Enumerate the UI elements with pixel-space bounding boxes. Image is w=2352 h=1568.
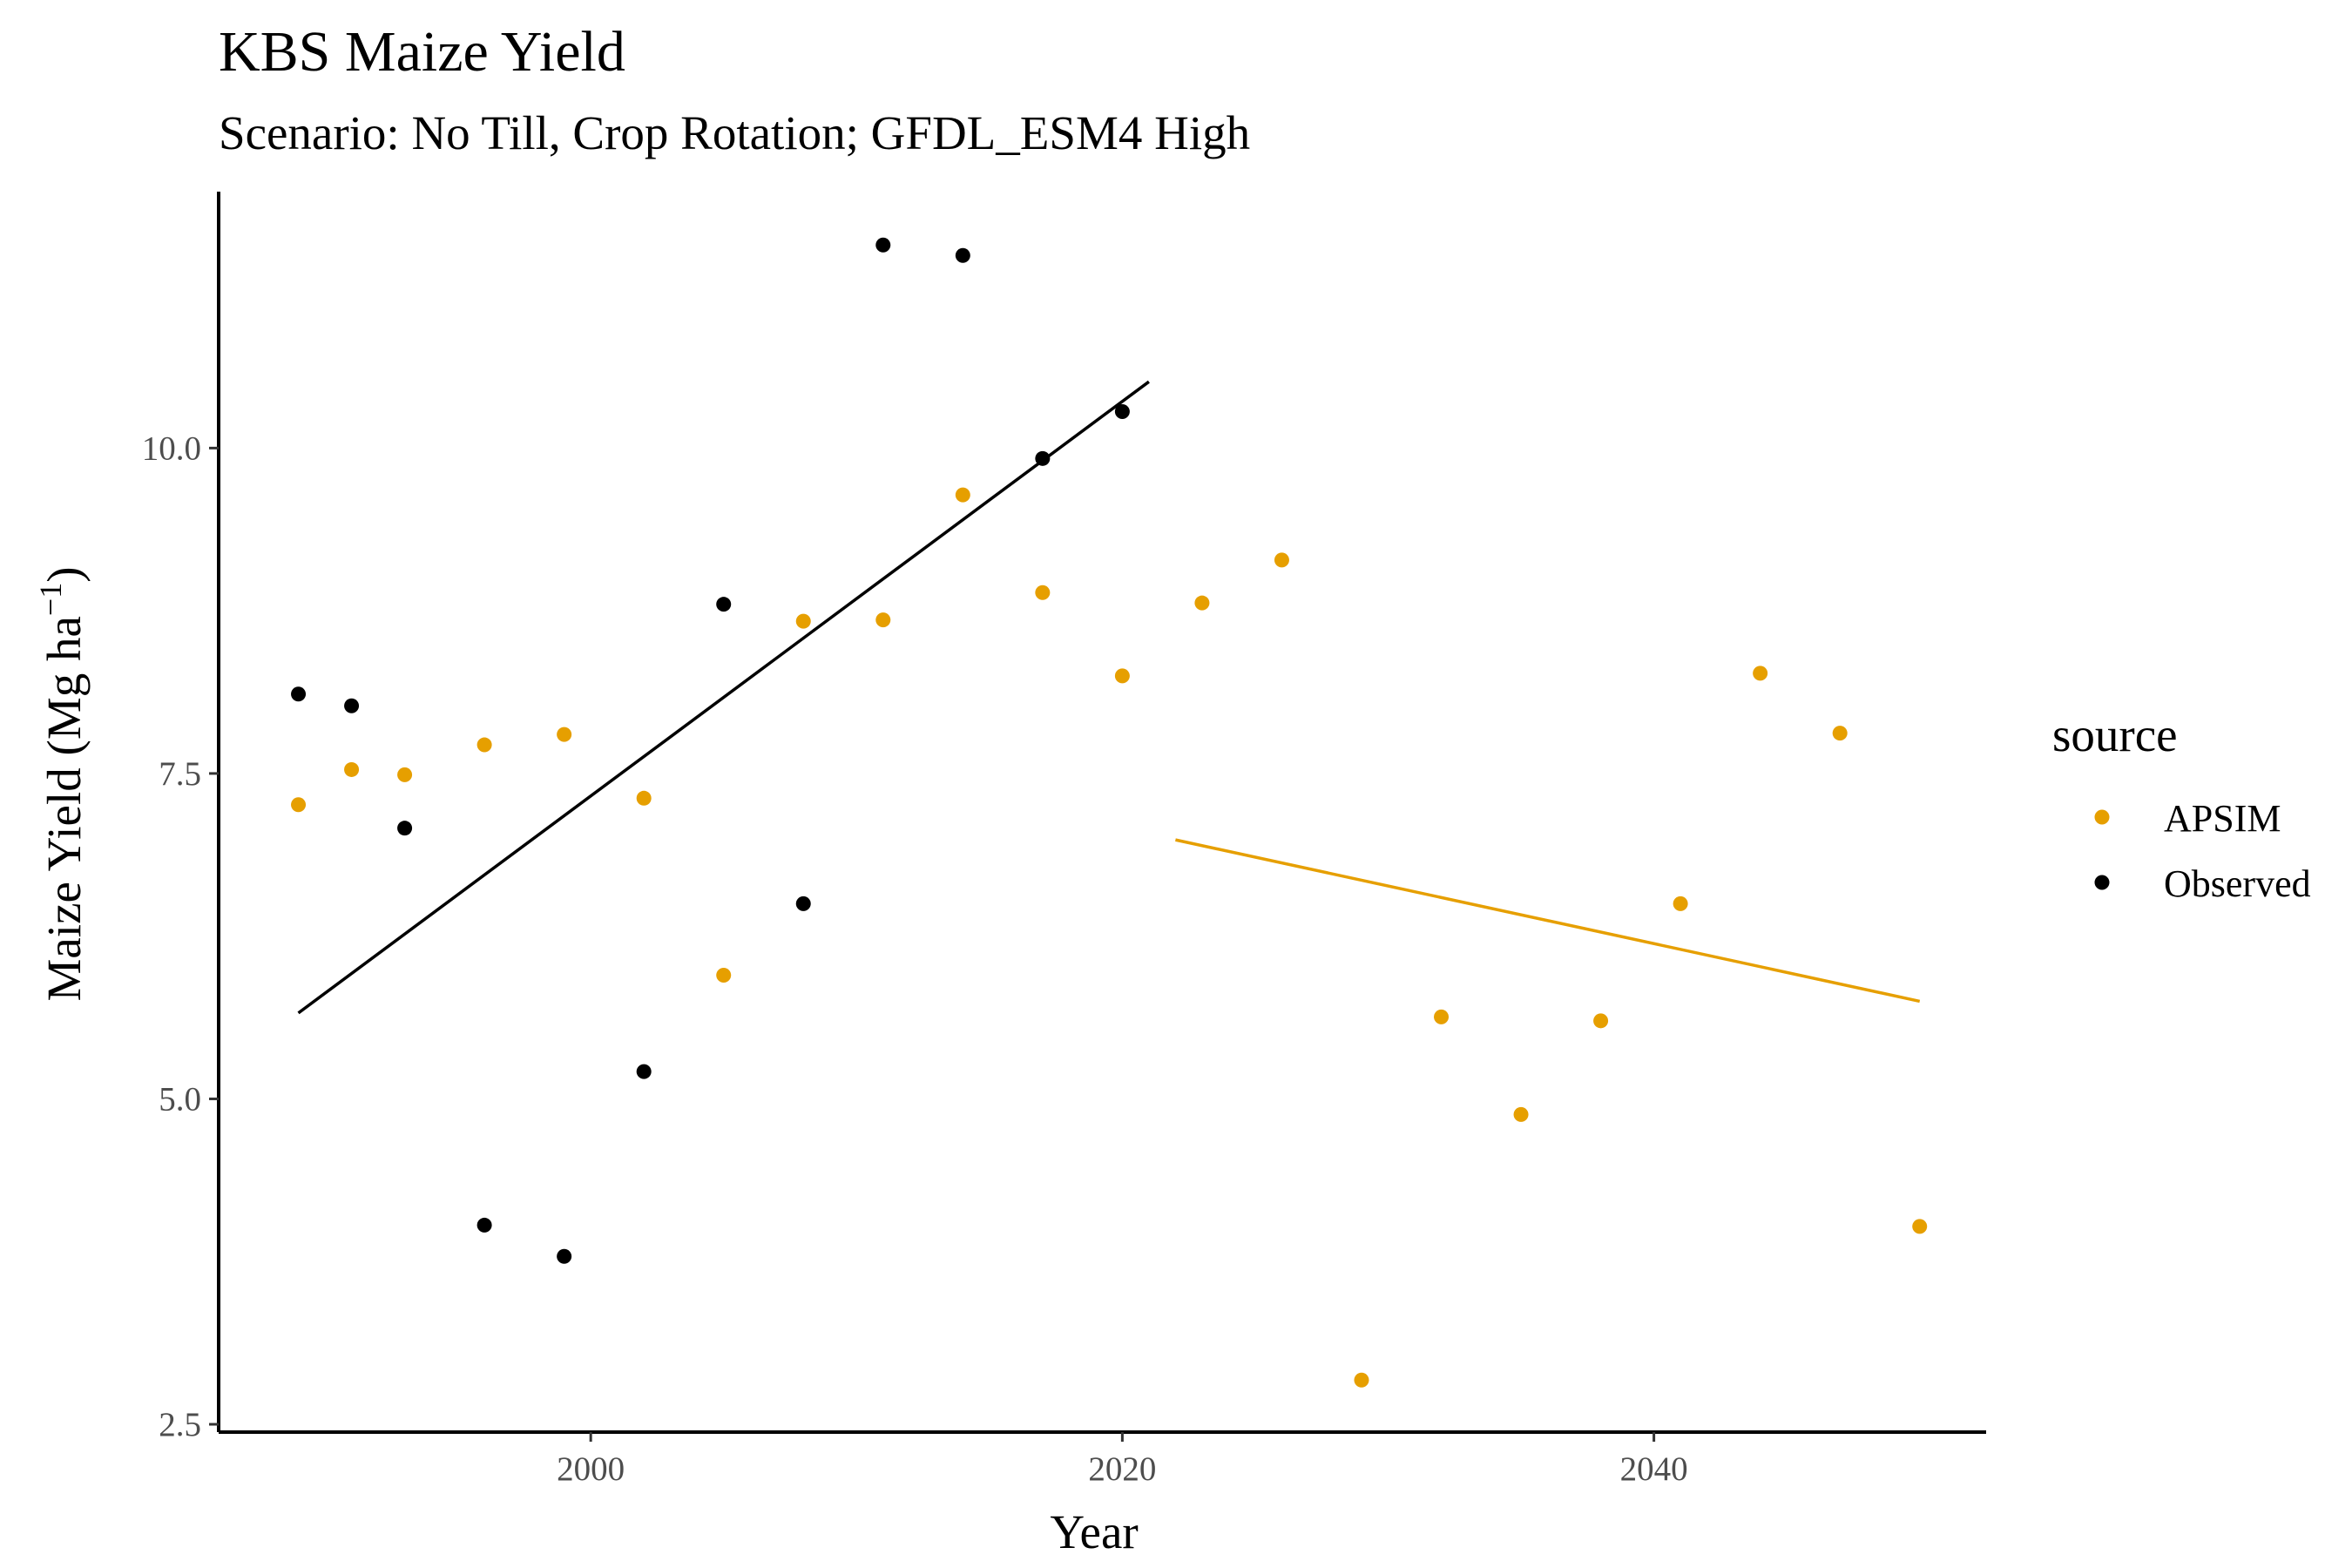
y-axis-title-superscript: −1	[33, 583, 68, 616]
apsim-point	[1593, 1013, 1609, 1029]
apsim-point	[1832, 726, 1848, 741]
x-tick-label: 2020	[1088, 1450, 1156, 1488]
apsim-point	[1035, 585, 1051, 600]
apsim-point	[1513, 1106, 1529, 1122]
y-axis-title-close: )	[37, 566, 91, 582]
observed-point	[1114, 404, 1130, 420]
y-axis-title: Maize Yield (Mg ha−1)	[33, 566, 91, 1001]
apsim-point	[476, 737, 492, 753]
apsim-point	[955, 487, 970, 503]
legend-key-apsim	[2094, 809, 2110, 825]
chart-title: KBS Maize Yield	[219, 20, 625, 84]
apsim-point	[1912, 1219, 1928, 1234]
legend: source APSIM Observed	[2052, 708, 2311, 905]
observed-point	[875, 237, 891, 253]
observed-point	[955, 247, 970, 263]
y-axis-title-main: Maize Yield (Mg ha	[37, 616, 91, 1001]
apsim-trend-line	[1175, 838, 1921, 1004]
apsim-point	[1753, 666, 1768, 681]
observed-point	[716, 597, 732, 612]
y-tick-label: 5.0	[159, 1080, 201, 1118]
legend-title: source	[2052, 708, 2178, 761]
observed-trend-line	[297, 380, 1150, 1015]
apsim-point	[291, 797, 307, 813]
observed-point	[397, 821, 413, 836]
apsim-point	[1114, 668, 1130, 684]
observed-point	[795, 896, 811, 911]
apsim-point	[397, 767, 413, 782]
apsim-point	[795, 613, 811, 629]
apsim-point	[344, 761, 360, 777]
data-points	[291, 237, 1928, 1388]
y-tick-label: 7.5	[159, 755, 201, 793]
apsim-point	[716, 968, 732, 983]
x-tick-label: 2000	[557, 1450, 625, 1488]
apsim-point	[1194, 595, 1210, 611]
y-tick-label: 2.5	[159, 1406, 201, 1443]
x-tick-label: 2040	[1620, 1450, 1688, 1488]
apsim-point	[875, 612, 891, 628]
observed-point	[557, 1248, 572, 1264]
chart-subtitle: Scenario: No Till, Crop Rotation; GFDL_E…	[219, 106, 1251, 159]
x-axis-title: Year	[1050, 1505, 1138, 1558]
observed-point	[1035, 450, 1051, 466]
legend-label-observed: Observed	[2164, 862, 2311, 905]
y-tick-label: 10.0	[142, 429, 201, 467]
observed-point	[344, 698, 360, 713]
observed-point	[476, 1217, 492, 1233]
observed-point	[636, 1064, 652, 1079]
axes: 2.5 5.0 7.5 10.0 2000 2020 2040	[142, 192, 1986, 1488]
apsim-point	[1354, 1372, 1369, 1388]
apsim-point	[1673, 896, 1688, 911]
apsim-point	[1434, 1009, 1450, 1024]
legend-label-apsim: APSIM	[2164, 797, 2281, 840]
apsim-point	[636, 790, 652, 806]
trend-lines	[297, 380, 1921, 1015]
legend-key-observed	[2094, 875, 2110, 890]
apsim-point	[557, 727, 572, 742]
observed-point	[291, 686, 307, 702]
apsim-point	[1274, 552, 1289, 568]
